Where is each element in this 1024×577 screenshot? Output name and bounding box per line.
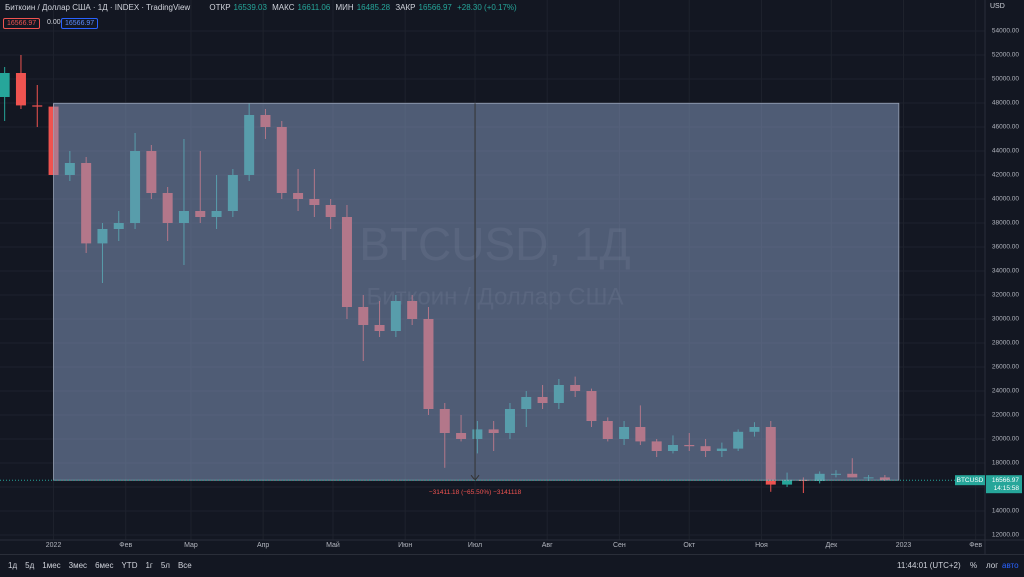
- range-button[interactable]: 1д: [8, 561, 18, 570]
- currency[interactable]: USD: [990, 3, 1005, 10]
- symbol-tag: BTCUSD: [957, 477, 984, 484]
- x-tick-label: Авг: [542, 542, 553, 549]
- buy-button[interactable]: 16566.97: [61, 18, 99, 29]
- range-button[interactable]: 5д: [25, 561, 35, 570]
- open-label: ОТКР: [209, 3, 231, 12]
- x-tick-label: Ноя: [755, 542, 768, 549]
- price-tag: 16566.97: [992, 477, 1019, 484]
- x-tick-label: Мар: [184, 542, 198, 549]
- candle-body: [782, 479, 793, 485]
- legend: Биткоин / Доллар США · 1Д · INDEX · Trad…: [5, 3, 520, 12]
- y-tick-label: 22000.00: [992, 412, 1019, 419]
- range-button[interactable]: 6мес: [95, 561, 114, 570]
- range-label: −31411.18 (−65.50%) −3141118: [429, 489, 522, 496]
- x-tick-label: Апр: [257, 542, 269, 549]
- range-button[interactable]: YTD: [121, 561, 138, 570]
- change: +28.30 (+0.17%): [457, 3, 517, 12]
- x-tick-label: Май: [326, 541, 340, 549]
- open: 16539.03: [233, 3, 267, 12]
- y-tick-label: 54000.00: [992, 28, 1019, 35]
- x-tick-label: Июл: [468, 542, 482, 549]
- x-tick-label: Фев: [119, 542, 132, 549]
- range-button[interactable]: Все: [177, 561, 192, 570]
- percent-toggle[interactable]: %: [970, 561, 978, 570]
- y-tick-label: 46000.00: [992, 124, 1019, 131]
- ranges: 1д 5д 1мес 3мес 6мес YTD 1г 5л Все: [4, 561, 196, 570]
- price-tag-bg: [986, 475, 1022, 494]
- y-tick-label: 30000.00: [992, 316, 1019, 323]
- y-tick-label: 24000.00: [992, 388, 1019, 395]
- y-tick-label: 14000.00: [992, 508, 1019, 515]
- y-tick-label: 18000.00: [992, 460, 1019, 467]
- y-tick-label: 26000.00: [992, 364, 1019, 371]
- x-tick-label: Окт: [683, 542, 696, 549]
- range-button[interactable]: 1г: [145, 561, 153, 570]
- candle-body: [32, 105, 43, 107]
- y-tick-label: 48000.00: [992, 100, 1019, 107]
- y-tick-label: 42000.00: [992, 172, 1019, 179]
- y-tick-label: 40000.00: [992, 196, 1019, 203]
- countdown: 14:15:58: [994, 485, 1020, 492]
- x-tick-label: Дек: [825, 542, 838, 549]
- x-tick-label: Сен: [613, 542, 626, 549]
- sell-button[interactable]: 16566.97: [3, 18, 41, 29]
- low: 16485.28: [356, 3, 391, 12]
- x-tick-label: Фев: [969, 542, 982, 549]
- x-tick-label: Июн: [398, 542, 412, 549]
- symbol-title[interactable]: Биткоин / Доллар США · 1Д · INDEX · Trad…: [5, 3, 191, 12]
- range-arrow: [470, 474, 480, 481]
- range-box: [53, 102, 900, 481]
- spread: 0.00: [47, 19, 61, 26]
- y-tick-label: 12000.00: [992, 532, 1019, 539]
- y-tick-label: 34000.00: [992, 268, 1019, 275]
- range-button[interactable]: 3мес: [68, 561, 88, 570]
- low-label: МИН: [335, 3, 354, 12]
- y-tick-label: 52000.00: [992, 52, 1019, 59]
- clock: 11:44:01 (UTC+2): [897, 561, 961, 570]
- x-tick-label: 2023: [896, 542, 912, 549]
- y-tick-label: 28000.00: [992, 340, 1019, 347]
- candle-body: [0, 73, 10, 97]
- y-tick-label: 36000.00: [992, 244, 1019, 251]
- toolbar: 1д 5д 1мес 3мес 6мес YTD 1г 5л Все 11:44:01 (UTC…: [0, 554, 1024, 577]
- y-tick-label: 50000.00: [992, 76, 1019, 83]
- auto-toggle[interactable]: авто: [1002, 561, 1019, 570]
- symbol-tag-bg: [955, 475, 985, 486]
- range-button[interactable]: 5л: [160, 561, 170, 570]
- y-tick-label: 38000.00: [992, 220, 1019, 227]
- log-toggle[interactable]: лог: [986, 561, 999, 570]
- chart: 54000.00 52000.00 50000.00 48000.00 46000.00…: [0, 0, 1024, 554]
- close-label: ЗАКР: [395, 3, 416, 12]
- candle-body: [15, 73, 26, 106]
- y-tick-label: 32000.00: [992, 292, 1019, 299]
- high-label: МАКС: [272, 3, 295, 12]
- close: 16566.97: [418, 3, 452, 12]
- y-tick-label: 20000.00: [992, 436, 1019, 443]
- y-tick-label: 44000.00: [992, 148, 1019, 155]
- x-tick-label: 2022: [46, 542, 62, 549]
- range-button[interactable]: 1мес: [42, 561, 61, 570]
- high: 16611.06: [297, 3, 331, 12]
